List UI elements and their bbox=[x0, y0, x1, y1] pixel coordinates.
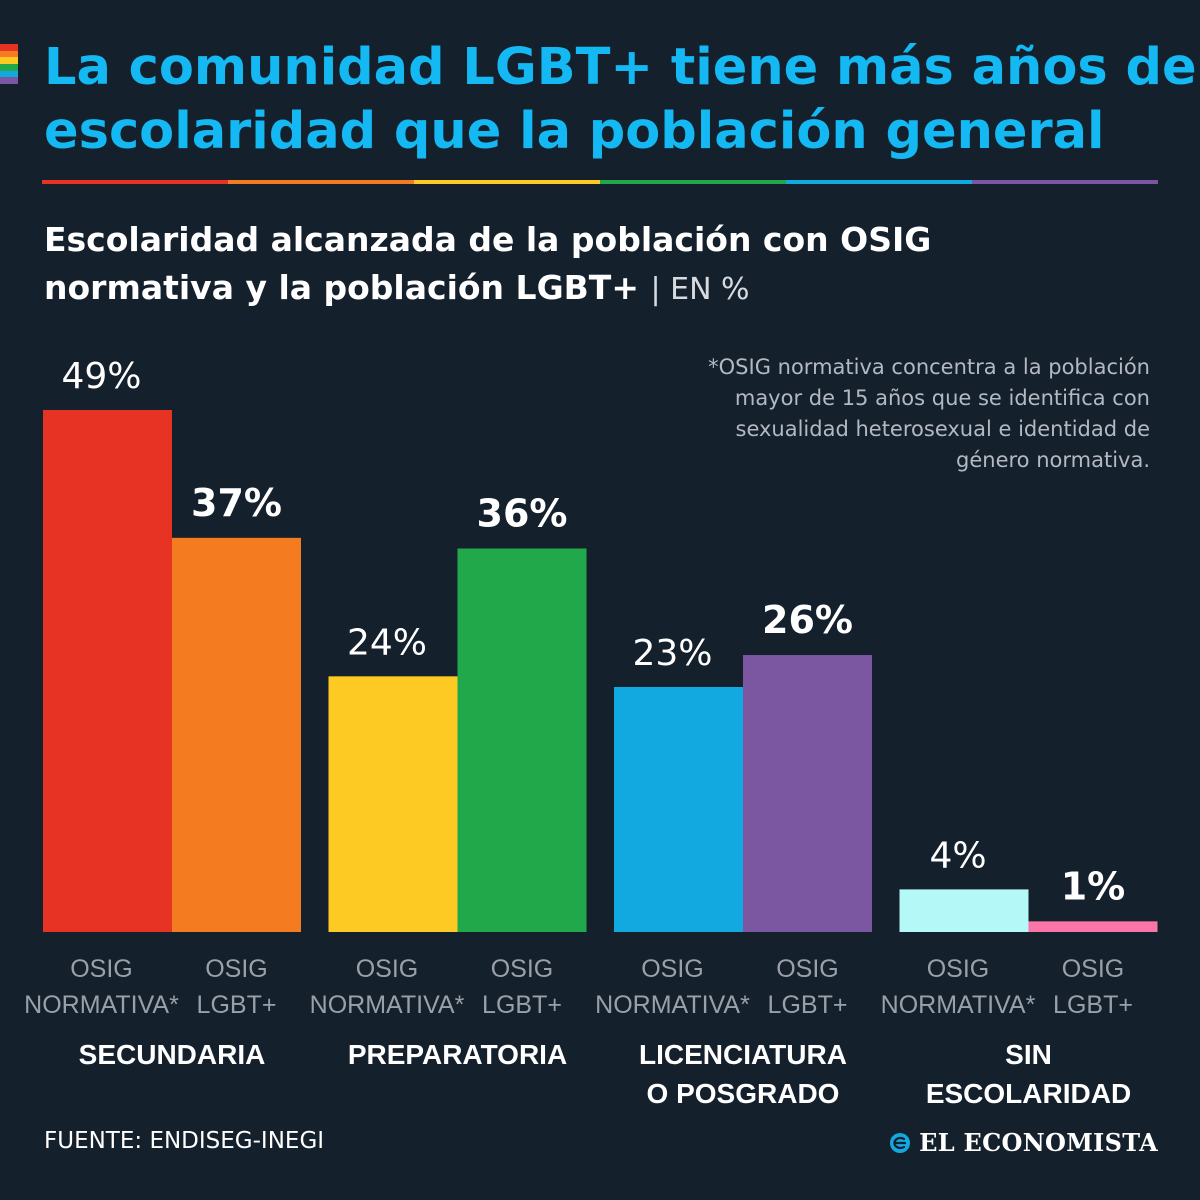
chart-subtitle: Escolaridad alcanzada de la población co… bbox=[44, 216, 1154, 314]
subtitle-line-1: Escolaridad alcanzada de la población co… bbox=[44, 220, 932, 259]
series-tick-label: OSIG bbox=[491, 955, 554, 983]
bar-osig-normativa-3 bbox=[614, 686, 743, 932]
value-label: 36% bbox=[477, 491, 568, 535]
series-tick-label: LGBT+ bbox=[197, 991, 277, 1019]
brand-name: EL ECONOMISTA bbox=[919, 1128, 1158, 1157]
series-tick-label: OSIG bbox=[776, 955, 839, 983]
category-label: LICENCIATURA bbox=[639, 1039, 847, 1070]
series-tick-label: LGBT+ bbox=[1053, 991, 1133, 1019]
subtitle-line-2-text: normativa y la población LGBT+ bbox=[44, 268, 639, 307]
bar-osig-lgbt-1 bbox=[172, 537, 301, 932]
series-tick-label: NORMATIVA* bbox=[310, 991, 465, 1019]
series-tick-label: NORMATIVA* bbox=[24, 991, 179, 1019]
category-label: SIN bbox=[1005, 1039, 1052, 1070]
value-label: 37% bbox=[191, 481, 282, 525]
series-tick-label: OSIG bbox=[356, 955, 419, 983]
bar-osig-lgbt-4 bbox=[1028, 921, 1158, 932]
rainbow-divider bbox=[42, 180, 1158, 184]
footnote: *OSIG normativa concentra a la población… bbox=[708, 355, 1150, 472]
subtitle-line-2: normativa y la población LGBT+ | EN % bbox=[44, 264, 1154, 314]
category-label: ESCOLARIDAD bbox=[926, 1078, 1131, 1109]
series-tick-label: OSIG bbox=[70, 955, 133, 983]
rainbow-flag-icon bbox=[0, 44, 18, 85]
brand-logo: EL ECONOMISTA bbox=[889, 1128, 1158, 1157]
bar-osig-lgbt-3 bbox=[743, 655, 872, 932]
source-label: FUENTE: ENDISEG-INEGI bbox=[44, 1128, 325, 1154]
value-label: 23% bbox=[632, 633, 712, 674]
bar-osig-lgbt-2 bbox=[457, 548, 587, 932]
value-label: 26% bbox=[762, 598, 853, 642]
bar-osig-normativa-1 bbox=[43, 410, 172, 932]
category-label: O POSGRADO bbox=[647, 1078, 840, 1109]
series-tick-label: LGBT+ bbox=[768, 991, 848, 1019]
value-label: 1% bbox=[1061, 864, 1126, 908]
bar-osig-normativa-2 bbox=[328, 676, 458, 932]
series-tick-label: LGBT+ bbox=[482, 991, 562, 1019]
title-line-1: La comunidad LGBT+ tiene más años de bbox=[44, 38, 1197, 97]
bar-osig-normativa-4 bbox=[899, 889, 1029, 932]
unit-label: | EN % bbox=[650, 272, 750, 307]
value-label: 24% bbox=[347, 622, 427, 663]
page-title: La comunidad LGBT+ tiene más años de esc… bbox=[44, 36, 1197, 164]
series-tick-label: OSIG bbox=[927, 955, 990, 983]
value-label: 49% bbox=[61, 356, 141, 397]
series-tick-label: OSIG bbox=[641, 955, 704, 983]
series-tick-label: NORMATIVA* bbox=[881, 991, 1036, 1019]
value-label: 4% bbox=[929, 835, 986, 876]
series-tick-label: OSIG bbox=[205, 955, 268, 983]
category-label: PREPARATORIA bbox=[348, 1039, 567, 1070]
series-tick-label: NORMATIVA* bbox=[595, 991, 750, 1019]
title-line-2: escolaridad que la población general bbox=[44, 102, 1105, 161]
category-label: SECUNDARIA bbox=[79, 1039, 266, 1070]
series-tick-label: OSIG bbox=[1062, 955, 1125, 983]
brand-e-icon bbox=[890, 1132, 911, 1153]
